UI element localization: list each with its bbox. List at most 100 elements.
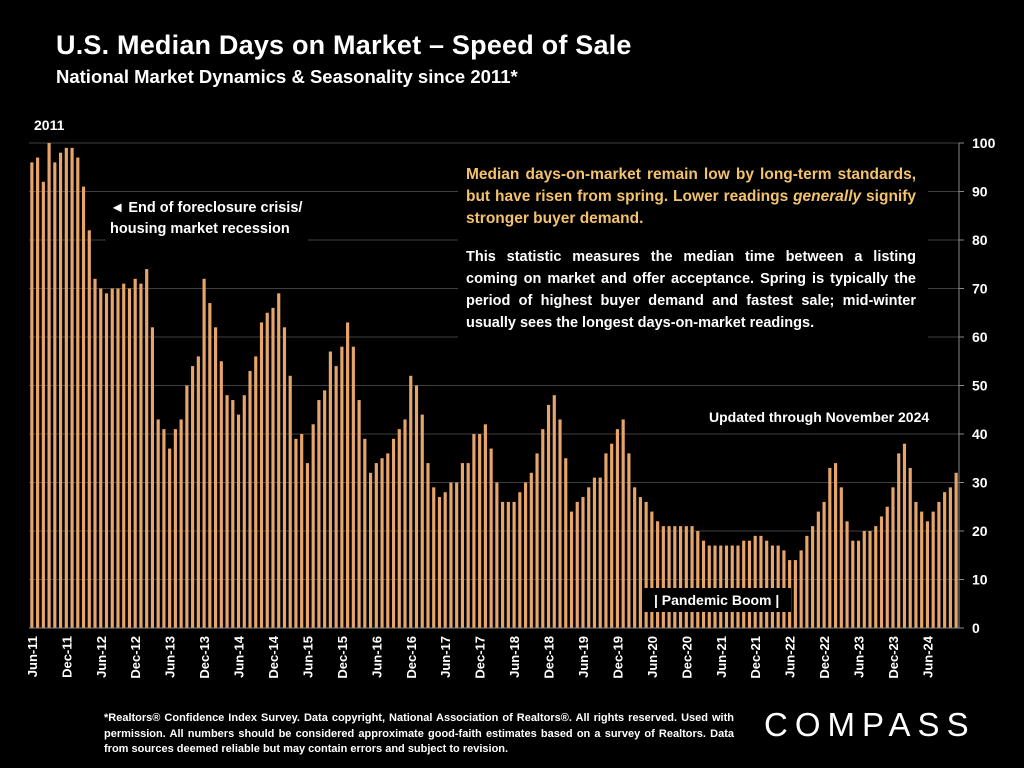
bar xyxy=(409,375,413,628)
bar xyxy=(627,453,631,628)
bar xyxy=(116,288,120,628)
bar xyxy=(323,390,327,628)
bar xyxy=(437,497,442,628)
bar xyxy=(541,429,545,628)
bar xyxy=(736,545,740,628)
bar xyxy=(862,531,866,628)
bar xyxy=(334,366,338,628)
bar xyxy=(133,278,137,628)
x-tick-label: Jun-23 xyxy=(852,636,867,678)
bar xyxy=(575,501,579,628)
bar xyxy=(902,443,907,628)
bar xyxy=(489,448,493,628)
x-tick-label: Jun-22 xyxy=(783,636,798,678)
callout-text-part2: signify stronger buyer demand. xyxy=(466,188,916,227)
bar xyxy=(678,526,683,628)
bar xyxy=(346,322,350,628)
bar xyxy=(231,400,235,628)
y-tick-label: 70 xyxy=(972,281,988,297)
page-subtitle: National Market Dynamics & Seasonality s… xyxy=(56,66,518,87)
bar xyxy=(856,540,861,628)
bar xyxy=(426,463,430,628)
bar xyxy=(294,438,298,628)
bar xyxy=(225,395,229,628)
bar xyxy=(191,366,195,628)
description-text: This statistic measures the median time … xyxy=(466,249,916,331)
bar xyxy=(529,472,533,628)
bar xyxy=(897,453,901,628)
x-tick-label: Jun-16 xyxy=(369,636,384,678)
y-tick-label: 80 xyxy=(972,232,988,248)
bar xyxy=(793,560,797,628)
bar xyxy=(851,540,855,628)
bar xyxy=(173,429,177,628)
bar xyxy=(656,521,660,628)
bar xyxy=(931,511,935,628)
bar xyxy=(638,497,642,628)
x-tick-label: Jun-14 xyxy=(232,635,247,678)
bar xyxy=(317,400,321,628)
bar xyxy=(432,487,436,628)
bar xyxy=(954,472,958,628)
bar xyxy=(179,419,183,628)
bar xyxy=(420,414,424,628)
x-tick-label: Dec-12 xyxy=(128,636,143,679)
bar xyxy=(661,526,665,628)
bar xyxy=(472,434,476,628)
bar xyxy=(328,351,332,628)
bar xyxy=(53,162,57,628)
bar xyxy=(70,147,74,628)
bar xyxy=(667,526,671,628)
bar xyxy=(501,501,505,628)
bar xyxy=(730,545,734,628)
bar xyxy=(478,434,482,628)
bar xyxy=(374,463,378,628)
callout-text: Median days-on-market remain low by long… xyxy=(466,164,916,230)
bar xyxy=(707,545,711,628)
bar xyxy=(874,526,878,628)
bar xyxy=(282,327,287,628)
bar xyxy=(202,278,206,628)
footnote: *Realtors® Confidence Index Survey. Data… xyxy=(104,712,734,755)
bar xyxy=(139,283,143,628)
y-tick-label: 100 xyxy=(972,135,996,151)
bar xyxy=(569,511,574,628)
bar xyxy=(168,448,172,628)
bar xyxy=(414,385,419,628)
bar xyxy=(535,453,539,628)
bar xyxy=(701,540,706,628)
bar xyxy=(719,545,723,628)
x-tick-label: Dec-16 xyxy=(404,636,419,679)
bar xyxy=(41,181,45,629)
bar xyxy=(64,147,68,628)
bar xyxy=(598,477,602,628)
bar xyxy=(305,463,310,628)
bar xyxy=(196,356,200,628)
y-tick-label: 0 xyxy=(972,620,980,636)
x-tick-label: Dec-23 xyxy=(886,636,901,679)
bar xyxy=(799,550,803,628)
bar xyxy=(776,545,780,628)
year-start-label: 2011 xyxy=(34,117,65,133)
bar xyxy=(495,482,499,628)
bar xyxy=(110,288,114,628)
bar xyxy=(449,482,453,628)
bar xyxy=(747,540,752,628)
bar xyxy=(466,463,470,628)
bar xyxy=(690,526,694,628)
bar xyxy=(185,385,189,628)
bar xyxy=(713,545,717,628)
x-tick-label: Jun-13 xyxy=(163,636,178,678)
bar xyxy=(811,526,815,628)
bar xyxy=(271,307,275,628)
bar xyxy=(76,157,80,629)
x-tick-label: Dec-21 xyxy=(748,636,763,679)
bar xyxy=(351,346,355,628)
bar xyxy=(380,458,384,628)
bar xyxy=(208,303,212,628)
pandemic-boom-label: | Pandemic Boom | xyxy=(642,588,792,612)
bar xyxy=(368,472,373,628)
callout-text-part1: Median days-on-market remain low by long… xyxy=(466,166,916,205)
bar xyxy=(156,419,160,628)
